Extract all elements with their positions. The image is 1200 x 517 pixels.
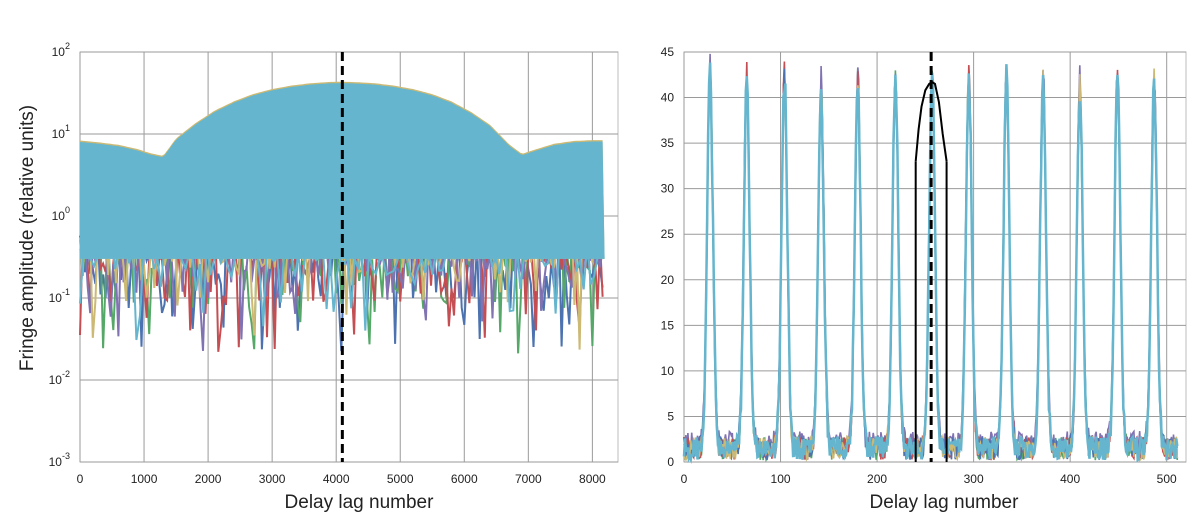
y-tick-label: 20 <box>661 273 675 287</box>
y-tick-label: 0 <box>667 455 674 469</box>
x-tick-label: 6000 <box>451 472 478 486</box>
right-grid <box>683 51 1186 463</box>
y-tick-label: 102 <box>52 41 70 59</box>
y-tick-label: 45 <box>661 45 675 59</box>
right-chart: 0 100 200 300 400 500 0 5 10 15 20 25 30 35 40 45 Dela… <box>661 45 1187 513</box>
series-line <box>79 238 603 341</box>
y-tick-label: 35 <box>661 136 675 150</box>
x-tick-label: 200 <box>867 472 887 486</box>
y-tick-label: 10 <box>661 364 675 378</box>
left-x-axis-label: Delay lag number <box>285 492 435 513</box>
y-tick-label: 40 <box>661 91 675 105</box>
x-tick-label: 2000 <box>195 472 222 486</box>
x-tick-label: 400 <box>1060 472 1080 486</box>
left-chart: 0 1000 2000 3000 4000 5000 6000 7000 8000 10-310… <box>17 41 619 513</box>
y-tick-label: 5 <box>667 409 674 423</box>
x-tick-label: 4000 <box>323 472 350 486</box>
right-x-ticks: 0 100 200 300 400 500 <box>681 472 1177 486</box>
x-tick-label: 0 <box>681 472 688 486</box>
y-tick-label: 101 <box>52 123 70 141</box>
x-tick-label: 3000 <box>259 472 286 486</box>
y-tick-label: 30 <box>661 182 675 196</box>
right-x-axis-label: Delay lag number <box>870 492 1020 513</box>
x-tick-label: 0 <box>77 472 84 486</box>
y-tick-label: 10-3 <box>49 451 70 469</box>
y-tick-label: 10-1 <box>49 287 70 305</box>
x-tick-label: 5000 <box>387 472 414 486</box>
right-y-ticks: 0 5 10 15 20 25 30 35 40 45 <box>661 45 675 469</box>
x-tick-label: 100 <box>771 472 791 486</box>
y-tick-label: 15 <box>661 318 675 332</box>
left-y-axis-label: Fringe amplitude (relative units) <box>17 105 38 371</box>
y-tick-label: 25 <box>661 227 675 241</box>
left-x-ticks: 0 1000 2000 3000 4000 5000 6000 7000 8000 <box>77 472 606 486</box>
x-tick-label: 500 <box>1157 472 1177 486</box>
x-tick-label: 8000 <box>579 472 606 486</box>
y-tick-label: 100 <box>52 205 70 223</box>
x-tick-label: 1000 <box>131 472 158 486</box>
y-tick-label: 10-2 <box>49 369 70 387</box>
x-tick-label: 300 <box>964 472 984 486</box>
left-y-ticks: 10-3 10-2 10-1 100 101 102 <box>49 41 70 469</box>
x-tick-label: 7000 <box>515 472 542 486</box>
